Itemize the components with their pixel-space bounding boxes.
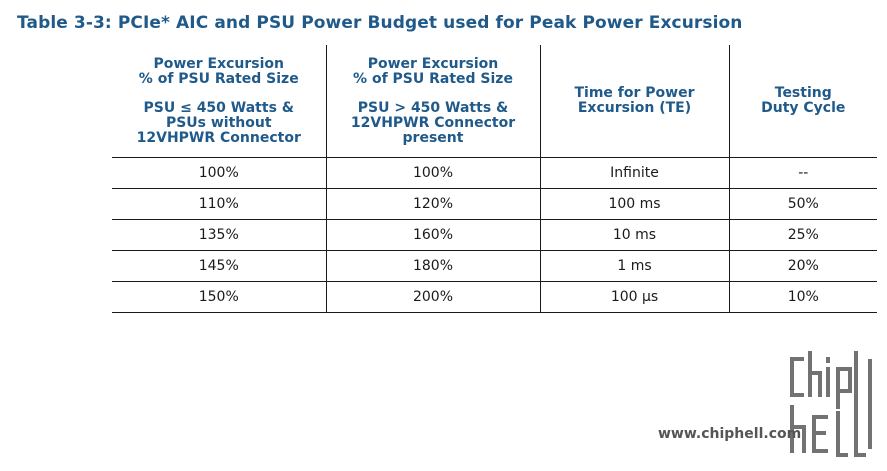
- header-time-excursion: Time for Power Excursion (TE): [539, 45, 730, 158]
- table-cell: 120%: [325, 188, 541, 220]
- table-cell: 135%: [112, 219, 327, 251]
- table-cell: Infinite: [539, 157, 730, 189]
- table-cell: 10 ms: [539, 219, 730, 251]
- table-cell: --: [728, 157, 877, 189]
- header-subtext: 12VHPWR Connector: [136, 129, 301, 146]
- chiphell-watermark: www.chiphell.com: [658, 351, 883, 461]
- header-psu-le-450: Power Excursion % of PSU Rated Size PSU …: [112, 45, 327, 158]
- header-duty-cycle: Testing Duty Cycle: [728, 45, 877, 158]
- table-row: 135% 160% 10 ms 25%: [112, 219, 877, 251]
- table-cell: 100%: [112, 157, 327, 189]
- table-caption: Table 3-3: PCIe* AIC and PSU Power Budge…: [17, 13, 743, 33]
- table-cell: 25%: [728, 219, 877, 251]
- header-text: Testing: [774, 85, 832, 101]
- header-text: Power Excursion: [367, 55, 499, 72]
- table-row: 100% 100% Infinite --: [112, 157, 877, 189]
- table-cell: 160%: [325, 219, 541, 251]
- table-cell: 110%: [112, 188, 327, 220]
- header-text: Time for Power: [574, 85, 695, 101]
- header-psu-gt-450: Power Excursion % of PSU Rated Size PSU …: [325, 45, 541, 158]
- header-text: Duty Cycle: [761, 100, 846, 116]
- header-text: % of PSU Rated Size: [353, 70, 513, 87]
- table-row: 145% 180% 1 ms 20%: [112, 250, 877, 282]
- header-subtext: PSU ≤ 450 Watts &: [143, 99, 294, 116]
- chiphell-logo: [790, 351, 872, 457]
- table-cell: 100%: [325, 157, 541, 189]
- header-row: Power Excursion % of PSU Rated Size PSU …: [112, 45, 877, 158]
- table-cell: 10%: [728, 281, 877, 313]
- table-cell: 180%: [325, 250, 541, 282]
- power-budget-table: Power Excursion % of PSU Rated Size PSU …: [112, 45, 877, 313]
- header-text: Power Excursion: [153, 55, 285, 72]
- header-subtext: 12VHPWR Connector: [350, 114, 516, 131]
- table-cell: 100 ms: [539, 188, 730, 220]
- watermark-url: www.chiphell.com: [658, 426, 802, 442]
- table-cell: 20%: [728, 250, 877, 282]
- table-cell: 50%: [728, 188, 877, 220]
- header-subtext: PSUs without: [165, 114, 272, 131]
- header-text: Excursion (TE): [577, 100, 692, 116]
- header-subtext: PSU > 450 Watts &: [357, 99, 509, 116]
- table-cell: 145%: [112, 250, 327, 282]
- table-row: 110% 120% 100 ms 50%: [112, 188, 877, 220]
- table-cell: 150%: [112, 281, 327, 313]
- header-subtext: present: [402, 129, 464, 146]
- table-row: 150% 200% 100 µs 10%: [112, 281, 877, 313]
- table-cell: 1 ms: [539, 250, 730, 282]
- table-cell: 100 µs: [539, 281, 730, 313]
- table-cell: 200%: [325, 281, 541, 313]
- header-text: % of PSU Rated Size: [138, 70, 299, 87]
